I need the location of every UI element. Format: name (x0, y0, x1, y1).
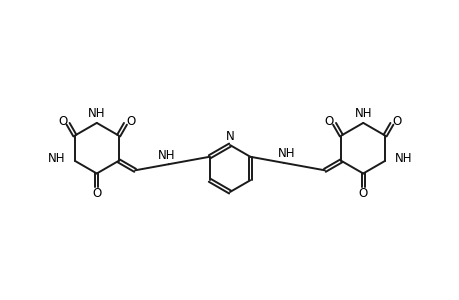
Text: O: O (392, 115, 401, 128)
Text: NH: NH (47, 152, 65, 165)
Text: N: N (225, 130, 234, 143)
Text: O: O (358, 187, 367, 200)
Text: NH: NH (394, 152, 412, 165)
Text: O: O (126, 115, 135, 128)
Text: NH: NH (88, 107, 105, 120)
Text: NH: NH (157, 149, 175, 162)
Text: O: O (58, 115, 67, 128)
Text: O: O (92, 187, 101, 200)
Text: NH: NH (354, 107, 371, 120)
Text: O: O (324, 115, 333, 128)
Text: NH: NH (277, 147, 294, 160)
